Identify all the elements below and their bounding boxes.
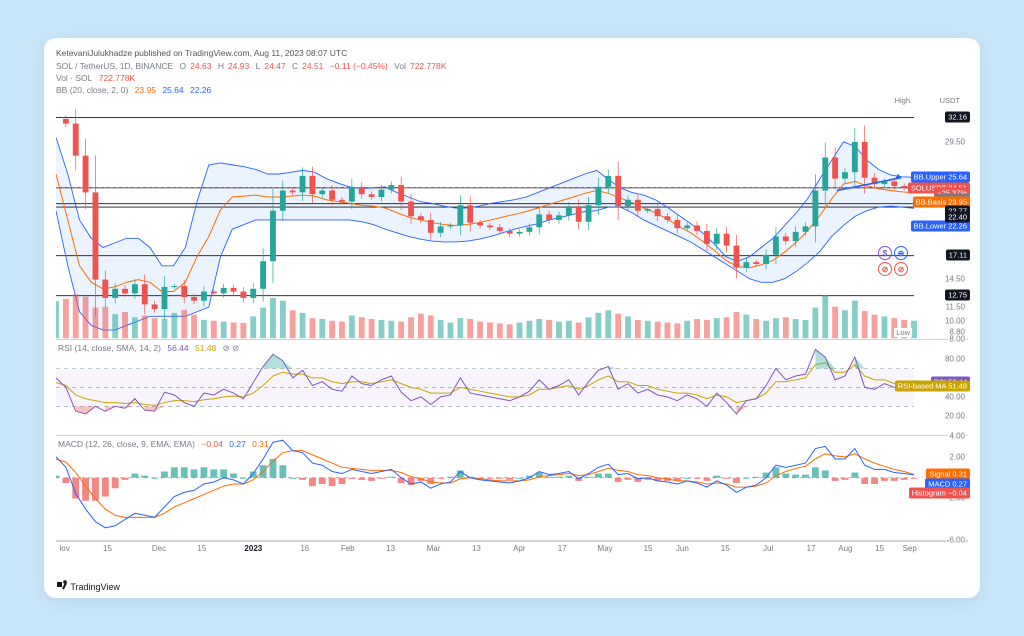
chart-card: KetevaniJulukhadze published on TradingV… (44, 38, 980, 598)
stop-icon: ⊘ (894, 262, 908, 276)
panes: High USDT Low 29.5014.5011.5010.008.808.… (56, 96, 968, 575)
footer: TradingView (56, 579, 968, 592)
rsi-pane[interactable]: RSI (14, close, SMA, 14, 2) 56.44 51.48 … (56, 340, 968, 436)
vol-legend: Vol · SOL 722.778K (56, 72, 968, 84)
target-icon: ⊕ (894, 246, 908, 260)
usdt-label: USDT (938, 96, 962, 105)
rsi-chart-svg (56, 340, 968, 435)
low-label: Low (894, 328, 912, 337)
footer-brand: TradingView (70, 582, 120, 592)
target-icon: $ (878, 246, 892, 260)
target-icons: $ ⊕ ⊘ ⊘ (878, 246, 914, 276)
stop-icon: ⊘ (878, 262, 892, 276)
time-axis: lov15Dec15202316Feb13Mar13Apr17May15Jun1… (56, 541, 968, 557)
bb-legend: BB (20, close, 2, 0) 23.95 25.64 22.26 (56, 84, 968, 96)
macd-pane[interactable]: MACD (12, 26, close, 9, EMA, EMA) −0.04 … (56, 436, 968, 541)
high-label: High (893, 96, 912, 105)
tradingview-logo-icon (56, 579, 68, 591)
price-pane[interactable]: High USDT Low 29.5014.5011.5010.008.808.… (56, 96, 968, 340)
macd-chart-svg (56, 436, 968, 540)
publish-line: KetevaniJulukhadze published on TradingV… (56, 48, 968, 58)
rsi-legend: RSI (14, close, SMA, 14, 2) 56.44 51.48 … (58, 342, 243, 354)
macd-legend: MACD (12, 26, close, 9, EMA, EMA) −0.04 … (58, 438, 273, 450)
price-legend: SOL / TetherUS, 1D, BINANCE O24.63 H24.9… (56, 60, 968, 72)
price-chart-svg (56, 96, 968, 339)
symbol: SOL / TetherUS, 1D, BINANCE (56, 61, 173, 71)
